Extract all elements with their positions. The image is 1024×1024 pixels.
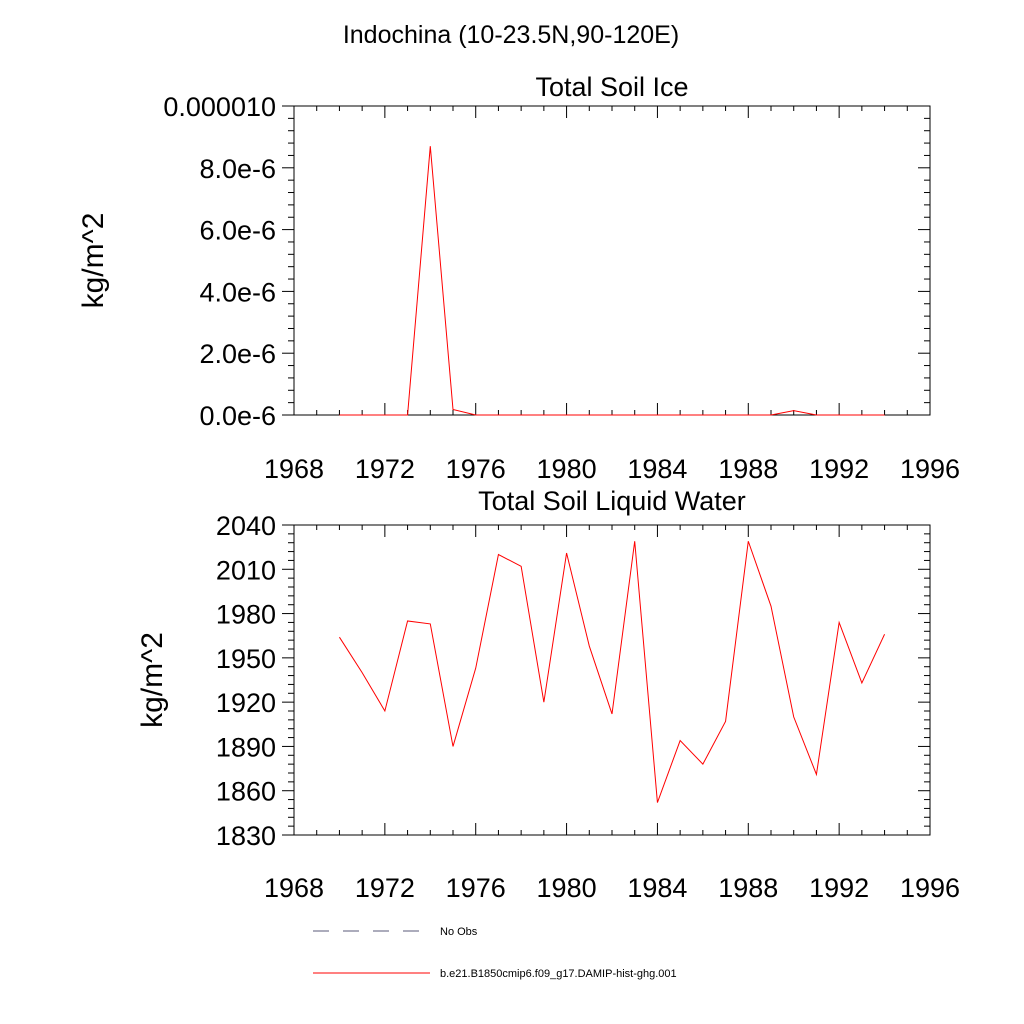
x-tick-label: 1992	[809, 873, 869, 903]
legend-label-model: b.e21.B1850cmip6.f09_g17.DAMIP-hist-ghg.…	[440, 968, 677, 980]
y-tick-label: 1830	[216, 821, 276, 851]
y-tick-label: 8.0e-6	[199, 154, 276, 184]
x-tick-label: 1968	[264, 873, 324, 903]
y-tick-label: 4.0e-6	[199, 277, 276, 307]
panel-total-soil-ice: Total Soil Ice kg/m^2 1968 1972 1976 1980 1984…	[77, 72, 960, 484]
x-tick-label: 1988	[718, 454, 778, 484]
x-tick-label: 1992	[809, 454, 869, 484]
y-tick-label: 1890	[216, 732, 276, 762]
x-tick-label: 1980	[537, 873, 597, 903]
panel-title: Total Soil Liquid Water	[478, 486, 746, 516]
y-tick-label: 0.0e-6	[199, 401, 276, 431]
x-tick-label: 1976	[446, 454, 506, 484]
series-line	[339, 146, 885, 416]
y-tick-label: 1920	[216, 688, 276, 718]
x-tick-label: 1972	[355, 454, 415, 484]
x-tick-label: 1976	[446, 873, 506, 903]
y-tick-label: 1980	[216, 600, 276, 630]
y-axis-label: kg/m^2	[77, 213, 110, 309]
x-tick-label: 1984	[627, 873, 687, 903]
series-line	[339, 541, 886, 803]
y-tick-label: 6.0e-6	[199, 216, 276, 246]
x-tick-label: 1980	[537, 454, 597, 484]
panel-title: Total Soil Ice	[535, 72, 688, 102]
x-tick-label: 1968	[264, 454, 324, 484]
y-tick-label: 2.0e-6	[199, 339, 276, 369]
main-title: Indochina (10-23.5N,90-120E)	[343, 21, 679, 49]
x-tick-label: 1984	[627, 454, 687, 484]
plot-frame	[293, 105, 931, 416]
y-tick-label: 0.000010	[163, 92, 276, 122]
plot-frame	[293, 524, 931, 836]
legend: No Obs b.e21.B1850cmip6.f09_g17.DAMIP-hi…	[313, 926, 677, 980]
y-tick-label: 2040	[216, 511, 276, 541]
x-tick-label: 1996	[900, 454, 960, 484]
x-tick-label: 1972	[355, 873, 415, 903]
y-axis-label: kg/m^2	[136, 632, 169, 728]
x-tick-label: 1996	[900, 873, 960, 903]
x-tick-label: 1988	[718, 873, 778, 903]
y-tick-label: 1860	[216, 777, 276, 807]
y-tick-label: 1950	[216, 644, 276, 674]
legend-label-no-obs: No Obs	[440, 926, 478, 938]
y-tick-label: 2010	[216, 555, 276, 585]
panel-total-soil-liquid-water: Total Soil Liquid Water kg/m^2 1968 1972 197…	[136, 486, 960, 903]
